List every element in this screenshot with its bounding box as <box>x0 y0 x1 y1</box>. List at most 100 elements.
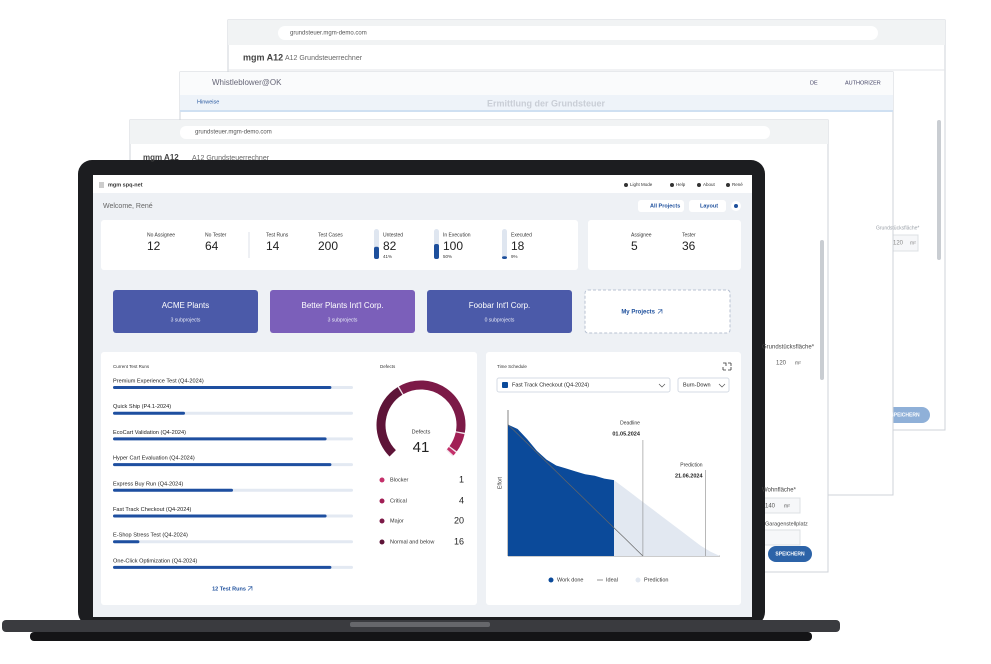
people-card <box>588 220 741 270</box>
marker-label: Prediction <box>680 462 702 468</box>
card-title: Time Schedule <box>497 364 527 369</box>
stat-percent: 9% <box>511 254 518 259</box>
expand-icon[interactable] <box>722 362 732 371</box>
stat-label: No Assignee <box>147 232 175 238</box>
run-name: Premium Experience Test (Q4-2024) <box>113 378 204 384</box>
label: Garagenstellplatz <box>765 521 808 527</box>
laptop-lip <box>30 632 812 641</box>
label: m² <box>784 503 790 509</box>
defect-count: 1 <box>459 474 464 484</box>
label: mgm A12 <box>243 52 283 62</box>
project-card[interactable] <box>270 290 415 333</box>
label: Whistleblower@OK <box>212 78 282 87</box>
app-header <box>180 72 893 95</box>
select-value: Fast Track Checkout (Q4-2024) <box>512 382 589 388</box>
tab-bar <box>180 95 893 111</box>
marker-date: 21.06.2024 <box>675 473 703 479</box>
label: SPEICHERN <box>890 412 920 418</box>
layout-button[interactable] <box>689 200 726 212</box>
action-button-label[interactable]: Layout <box>700 203 718 209</box>
stat-bar <box>434 244 439 259</box>
project-subprojects: 3 subprojects <box>171 317 201 323</box>
run-name: Express Buy Run (Q4-2024) <box>113 481 183 487</box>
project-card[interactable] <box>427 290 572 333</box>
gauge-segment <box>399 380 466 433</box>
tab-underline <box>180 110 893 112</box>
stat-value: 5 <box>631 239 638 253</box>
link-icon <box>697 183 701 187</box>
run-progress <box>113 488 233 492</box>
stat-label: No Tester <box>205 232 227 238</box>
area <box>508 424 614 556</box>
all-projects-button[interactable] <box>638 200 684 212</box>
legend-dot <box>379 518 385 524</box>
label: AUTHORIZER <box>845 80 881 86</box>
project-card[interactable] <box>113 290 258 333</box>
stat-percent: 41% <box>383 254 392 259</box>
label: Wohnfläche* <box>762 488 797 494</box>
menu-icon[interactable] <box>99 182 104 188</box>
top-bar <box>93 175 752 193</box>
run-name: EcoCart Validation (Q4-2024) <box>113 430 186 436</box>
legend-label: Prediction <box>644 577 668 583</box>
select-icon <box>502 382 508 388</box>
run-name: Fast Track Checkout (Q4-2024) <box>113 507 191 513</box>
legend-dot <box>379 539 385 545</box>
runs-link[interactable]: 12 Test Runs <box>212 586 246 592</box>
run-progress <box>113 463 332 467</box>
stat-value: 200 <box>318 239 338 253</box>
stat-label: Test Runs <box>266 232 289 238</box>
gauge-segment <box>446 447 456 456</box>
my-projects-link[interactable]: My Projects <box>621 310 655 316</box>
gauge-segment <box>449 432 465 452</box>
stat-label: Test Cases <box>318 232 343 238</box>
defect-name: Critical <box>390 498 407 504</box>
stat-label: Tester <box>682 232 696 238</box>
stats-card <box>101 220 578 270</box>
header-link[interactable]: René <box>732 182 743 187</box>
header-link[interactable]: Light Mode <box>630 182 653 187</box>
external-icon <box>657 309 663 314</box>
label: mgm A12 <box>143 153 179 162</box>
header-link[interactable]: About <box>703 182 716 187</box>
my-projects-card[interactable] <box>584 289 731 334</box>
label: DE <box>810 80 818 86</box>
legend-label: Ideal <box>606 577 618 583</box>
save-button[interactable] <box>768 546 812 562</box>
link-icon <box>670 183 674 187</box>
label: 120 <box>893 241 904 247</box>
project-select[interactable] <box>496 377 671 393</box>
project-name: Foobar Int'l Corp. <box>469 301 531 310</box>
project-name: ACME Plants <box>162 301 210 310</box>
hinge-notch <box>350 622 490 627</box>
stat-label: In Execution <box>443 232 471 238</box>
link-icon <box>624 183 628 187</box>
area <box>614 480 720 556</box>
action-button-label[interactable]: All Projects <box>650 203 680 209</box>
url-field <box>278 26 878 40</box>
mode-select[interactable] <box>677 377 730 393</box>
stat-value: 12 <box>147 239 161 253</box>
stat-value: 100 <box>443 239 463 253</box>
run-name: One-Click Optimization (Q4-2024) <box>113 558 197 564</box>
defect-count: 20 <box>454 515 464 525</box>
label: Grundstücksfläche* <box>876 225 919 231</box>
external-icon <box>247 586 253 591</box>
stat-value: 18 <box>511 239 525 253</box>
label: Grundstücksfläche* <box>762 345 815 351</box>
label: SPEICHERN <box>775 551 805 557</box>
scrollbar <box>820 240 824 380</box>
stat-bar <box>502 256 507 259</box>
stat-value: 36 <box>682 239 696 253</box>
line <box>507 424 644 557</box>
gauge-total: 41 <box>413 439 430 456</box>
label: m² <box>795 360 801 366</box>
header-link[interactable]: Help <box>676 182 686 187</box>
run-name: Hyper Cart Evaluation (Q4-2024) <box>113 456 195 462</box>
marker-date: 01.05.2024 <box>612 431 640 437</box>
defect-count: 4 <box>459 495 464 505</box>
label: 120 <box>776 361 787 367</box>
stat-track <box>502 229 507 259</box>
legend-symbol <box>635 577 641 583</box>
url-field <box>180 126 770 139</box>
